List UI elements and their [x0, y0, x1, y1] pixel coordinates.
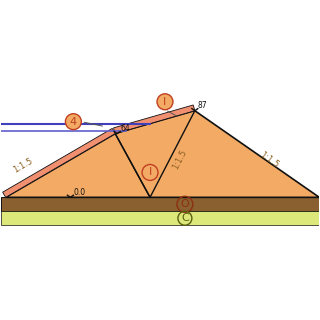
Circle shape [142, 164, 158, 180]
Text: C: C [181, 213, 189, 223]
Text: 1:1.5: 1:1.5 [258, 150, 281, 169]
Text: I: I [148, 167, 152, 178]
Text: 1:1.5: 1:1.5 [171, 148, 189, 171]
Text: O: O [180, 199, 189, 209]
Polygon shape [3, 128, 115, 197]
Polygon shape [6, 111, 319, 197]
Circle shape [157, 94, 173, 110]
Circle shape [65, 114, 81, 130]
Polygon shape [114, 105, 195, 134]
Polygon shape [1, 211, 319, 225]
Text: 87: 87 [198, 101, 207, 110]
Text: 0.0: 0.0 [73, 188, 85, 197]
Text: 1:1.5: 1:1.5 [11, 156, 34, 175]
Text: 4: 4 [70, 117, 77, 127]
Text: 64: 64 [120, 124, 130, 133]
Polygon shape [1, 197, 319, 211]
Polygon shape [115, 111, 195, 197]
Text: I: I [163, 97, 167, 107]
